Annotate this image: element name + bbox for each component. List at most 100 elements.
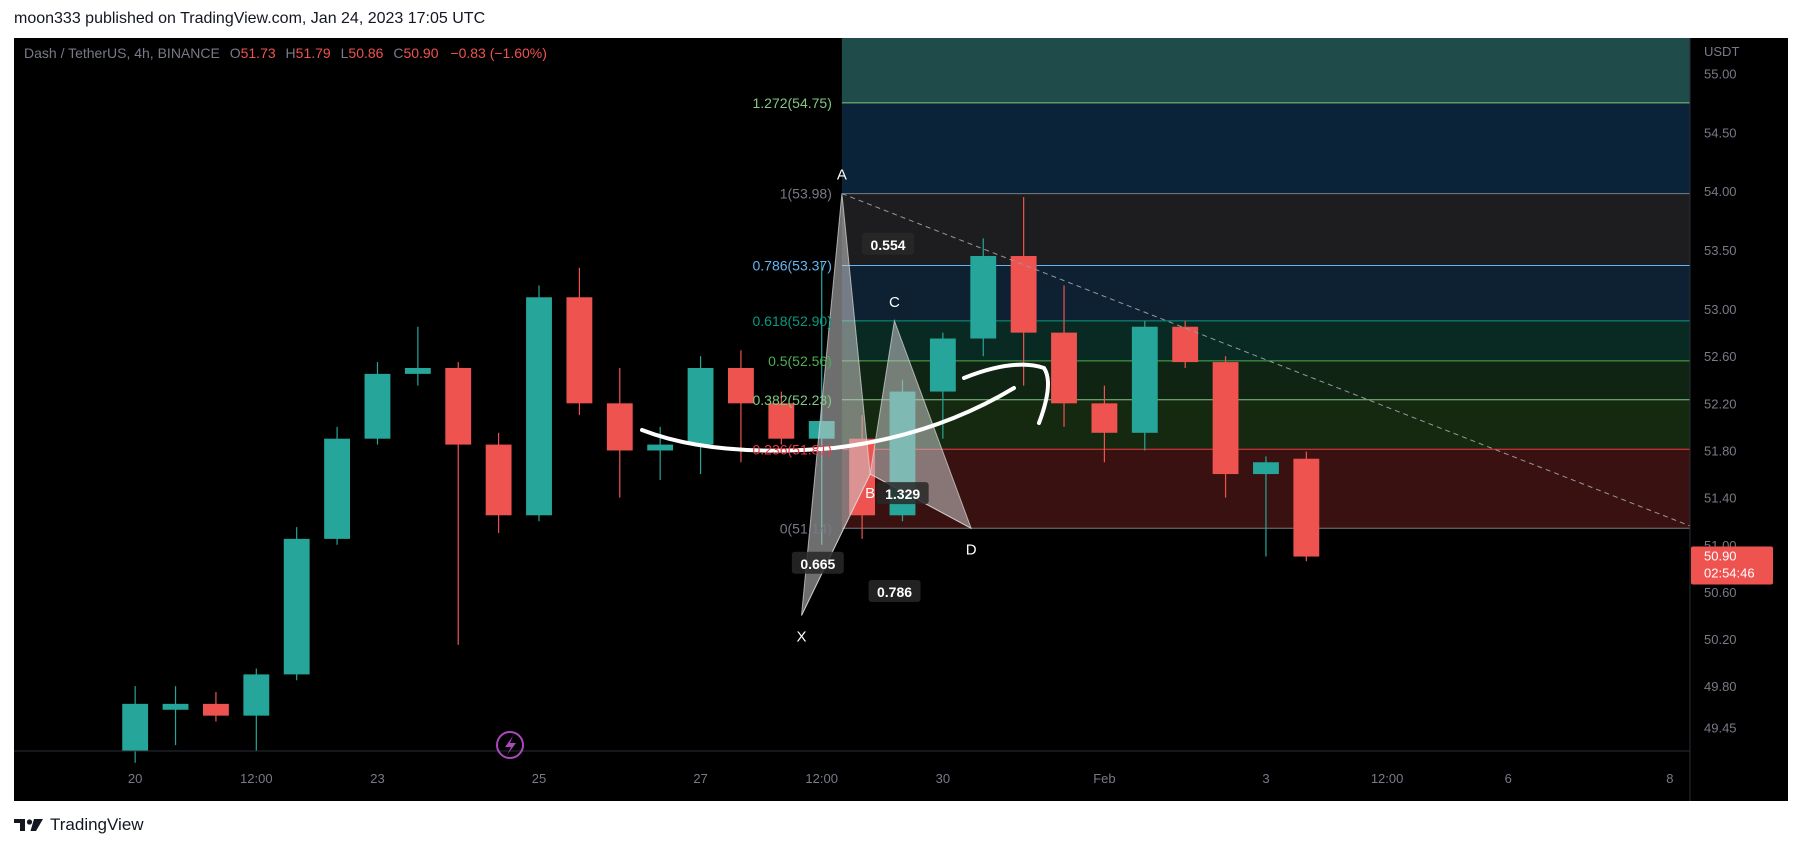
fib-zone <box>841 193 1690 266</box>
high-value: 51.79 <box>296 45 331 61</box>
price-axis-tick: 52.60 <box>1704 349 1737 364</box>
candle-body <box>162 703 189 710</box>
candle-body <box>122 703 149 751</box>
harmonic-point-label: X <box>797 628 807 645</box>
price-axis-tick: 55.00 <box>1704 66 1737 81</box>
fib-level-label: 1.272(54.75) <box>752 95 831 111</box>
harmonic-point-label: A <box>837 167 847 184</box>
price-axis: 55.00 54.50 54.00 53.50 53.00 52.60 52.20 51.80… <box>1704 66 1737 735</box>
fib-level-label: 0.618(52.90) <box>752 313 831 329</box>
candle-body <box>1051 332 1077 404</box>
time-axis-tick: 12:00 <box>240 771 273 786</box>
change-value: −0.83 (−1.60%) <box>450 45 547 61</box>
candle-body <box>566 297 593 404</box>
time-axis-tick: 25 <box>532 771 546 786</box>
time-axis: 20 12:00 23 25 27 12:00 30 Feb 3 12:00 6 8 <box>128 771 1674 786</box>
fib-zone <box>841 38 1690 103</box>
price-axis-tick: 52.20 <box>1704 396 1737 411</box>
harmonic-ratio-bg <box>791 551 844 574</box>
footer-brand-text: TradingView <box>50 815 144 834</box>
time-axis-tick: 20 <box>128 771 142 786</box>
price-axis-tick: 51.40 <box>1704 491 1737 506</box>
price-axis-tick: 49.45 <box>1704 720 1737 735</box>
freehand-arrow <box>640 362 1050 453</box>
candle-body <box>364 373 391 439</box>
candle-body <box>1253 462 1279 475</box>
price-axis-tick: 53.50 <box>1704 243 1737 258</box>
close-value: 50.90 <box>403 45 438 61</box>
time-axis-tick: 27 <box>693 771 707 786</box>
dashed-trend-line <box>841 193 1691 527</box>
harmonic-leg <box>801 473 871 616</box>
time-axis-tick: 8 <box>1666 771 1673 786</box>
low-value: 50.86 <box>348 45 383 61</box>
footer-brand[interactable]: TradingView <box>14 815 144 835</box>
candle-body <box>1212 362 1239 475</box>
fib-level-label: 0(51.14) <box>780 520 832 536</box>
candle-body <box>929 338 956 392</box>
harmonic-ratio-label: 0.554 <box>871 237 906 253</box>
time-axis-tick: 23 <box>370 771 384 786</box>
harmonic-point-label: C <box>889 294 900 311</box>
fib-level-label: 0.236(51.81) <box>752 441 831 457</box>
candle-body <box>1131 326 1158 433</box>
harmonic-ratio-label: 0.786 <box>877 584 912 600</box>
fib-level-label: 0.382(52.23) <box>752 392 831 408</box>
candle-body <box>485 444 512 516</box>
fib-level-label: 0.5(52.56) <box>768 353 832 369</box>
price-axis-tick: 50.60 <box>1704 585 1737 600</box>
fib-zone <box>841 360 1690 400</box>
price-axis-tick: 53.00 <box>1704 302 1737 317</box>
harmonic-ratio-label: 1.329 <box>885 486 920 502</box>
freehand-arrow-stroke <box>640 362 1050 453</box>
last-price-value: 50.90 <box>1704 549 1737 564</box>
candle-body <box>1172 326 1199 363</box>
open-value: 51.73 <box>241 45 276 61</box>
time-axis-tick: 3 <box>1262 771 1269 786</box>
harmonic-ratio-bg <box>868 580 921 602</box>
fib-level-labels: 1.272(54.75) 1(53.98) 0.786(53.37) 0.618(52… <box>752 95 831 536</box>
time-axis-tick: Feb <box>1093 771 1115 786</box>
price-axis-currency: USDT <box>1704 44 1739 59</box>
fib-zones <box>841 38 1690 529</box>
fib-zone <box>841 320 1690 361</box>
candle-body <box>647 444 674 451</box>
candle-body <box>404 367 431 374</box>
time-axis-tick: 6 <box>1505 771 1512 786</box>
lightning-icon[interactable] <box>496 731 524 759</box>
tradingview-logo-icon <box>14 819 43 831</box>
harmonic-point-label: D <box>966 541 977 558</box>
candles <box>122 197 1320 763</box>
time-axis-tick: 12:00 <box>1371 771 1404 786</box>
candle-body <box>203 703 229 716</box>
price-axis-tick: 54.00 <box>1704 184 1737 199</box>
price-axis-tick: 51.80 <box>1704 443 1737 458</box>
fib-level-label: 1(53.98) <box>780 186 832 202</box>
candle-body <box>728 367 754 404</box>
harmonic-pattern <box>801 193 973 616</box>
fib-zone <box>841 399 1690 450</box>
symbol-name: Dash / TetherUS, 4h, BINANCE <box>24 45 220 61</box>
candle-body <box>283 538 310 675</box>
time-axis-tick: 12:00 <box>805 771 838 786</box>
last-price-tag-bg <box>1691 546 1773 585</box>
candle-body <box>526 297 552 516</box>
price-axis-tick: 49.80 <box>1704 679 1737 694</box>
last-price-tag: 50.90 02:54:46 <box>1691 546 1773 585</box>
candlestick-chart[interactable]: 1.272(54.75) 1(53.98) 0.786(53.37) 0.618(52… <box>14 38 1788 801</box>
candle-body <box>243 674 270 716</box>
harmonic-point-label: B <box>865 485 875 502</box>
publisher-line: moon333 published on TradingView.com, Ja… <box>14 10 486 27</box>
harmonic-labels: X A B C D 0.554 0.665 0.786 1.329 <box>791 167 977 645</box>
candle-body <box>1091 403 1118 433</box>
candle-body <box>606 403 633 451</box>
fib-level-label: 0.786(53.37) <box>752 257 831 273</box>
harmonic-ratio-bg <box>862 232 915 255</box>
symbol-legend: Dash / TetherUS, 4h, BINANCE O51.73 H51.… <box>24 45 547 61</box>
price-axis-tick: 50.20 <box>1704 632 1737 647</box>
candle-body <box>970 256 997 339</box>
candle-body <box>768 403 795 439</box>
time-axis-tick: 30 <box>936 771 950 786</box>
chart-frame[interactable]: 1.272(54.75) 1(53.98) 0.786(53.37) 0.618(52… <box>14 38 1788 801</box>
harmonic-ratio-bg <box>876 482 929 505</box>
